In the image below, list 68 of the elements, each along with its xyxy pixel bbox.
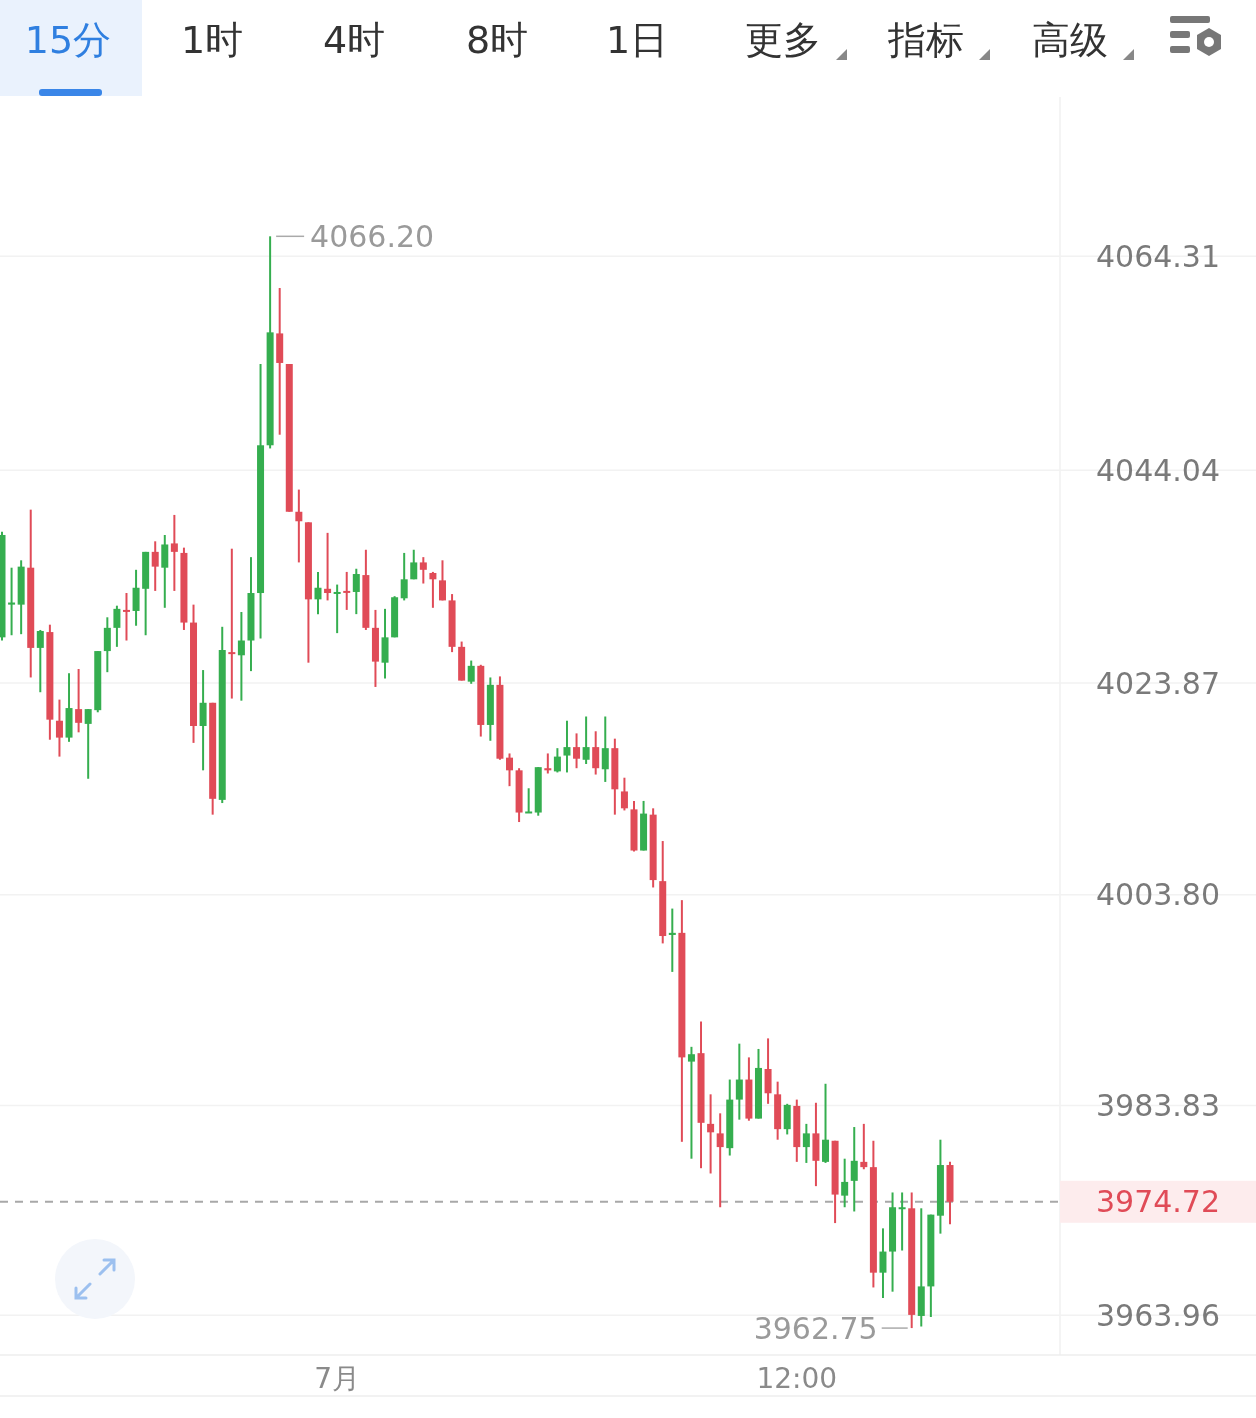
candlestick	[841, 1157, 849, 1209]
text: 15分	[24, 18, 112, 63]
candlestick	[544, 752, 552, 775]
text: 1时	[180, 18, 244, 63]
x-tick-label: 12:00	[756, 1361, 838, 1395]
candlestick	[410, 548, 418, 581]
candlestick	[199, 669, 207, 772]
candlestick	[860, 1122, 868, 1171]
candlestick	[716, 1112, 724, 1209]
candlestick	[419, 556, 427, 585]
candlestick	[343, 570, 351, 611]
annotation: 4066.20	[310, 218, 435, 254]
candlestick	[735, 1042, 743, 1121]
candlestick	[84, 708, 92, 780]
y-tick-label: 4064.31	[1095, 238, 1221, 274]
text: 高级	[1032, 18, 1108, 63]
candlestick	[228, 547, 236, 700]
candlestick	[601, 715, 609, 783]
y-tick-label: 4003.80	[1095, 877, 1221, 913]
candlestick	[161, 533, 169, 609]
candlestick	[850, 1126, 858, 1213]
candlestick	[582, 715, 590, 765]
candlestick	[122, 592, 130, 642]
y-tick-label: 3983.83	[1095, 1088, 1221, 1124]
candlestick	[55, 698, 63, 758]
candlestick	[170, 513, 178, 592]
candlestick	[506, 752, 514, 788]
candlestick	[324, 531, 332, 602]
candlestick	[132, 568, 140, 627]
ref-line-label: 3974.72	[1095, 1184, 1221, 1220]
candlestick	[467, 659, 475, 685]
y-tick-label: 4044.04	[1095, 452, 1221, 488]
candlestick	[620, 776, 628, 812]
candlestick	[573, 732, 581, 770]
candlestick	[802, 1122, 810, 1164]
candlestick	[563, 719, 571, 774]
candlestick	[429, 570, 437, 609]
candlestick	[113, 604, 121, 648]
text: 更多	[745, 18, 821, 63]
candlestick	[707, 1093, 715, 1175]
text: 指标	[887, 18, 964, 63]
x-tick-label: 7月	[314, 1361, 361, 1395]
candlestick	[553, 747, 561, 774]
candlestick	[237, 611, 245, 702]
text: 1日	[605, 18, 669, 63]
text: 8时	[465, 18, 529, 63]
y-tick-label: 4023.87	[1095, 665, 1221, 701]
candlestick	[668, 907, 676, 973]
candlestick	[352, 567, 360, 616]
candlestick	[103, 616, 111, 674]
candlestick	[36, 628, 44, 694]
candlestick	[822, 1082, 830, 1164]
candlestick	[879, 1227, 887, 1300]
candlestick	[8, 566, 16, 637]
candlestick	[333, 583, 341, 635]
candlestick	[687, 1045, 695, 1160]
candlestick	[75, 668, 83, 734]
candlestick	[525, 787, 533, 814]
candlestick	[438, 559, 446, 602]
y-tick-label: 3963.96	[1095, 1297, 1221, 1333]
candlestick	[295, 488, 303, 564]
text: 4时	[322, 18, 386, 63]
annotation: 3962.75	[753, 1310, 878, 1346]
candlestick	[898, 1191, 906, 1252]
candlestick	[400, 551, 408, 602]
candlestick	[592, 730, 600, 776]
candlestick	[314, 570, 322, 616]
candlestick	[151, 540, 159, 592]
